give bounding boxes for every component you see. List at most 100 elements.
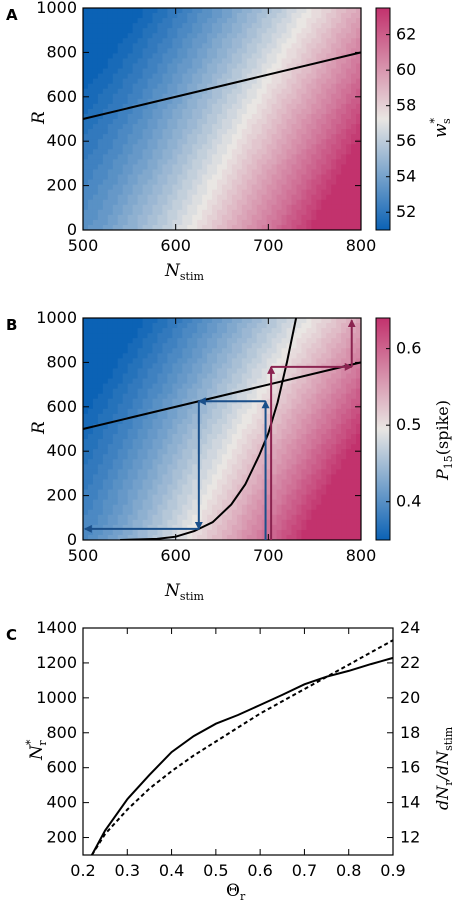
heatmap-cell <box>197 214 203 221</box>
heatmap-cell <box>296 194 303 201</box>
heatmap-cell <box>346 504 352 511</box>
heatmap-cell <box>102 358 109 365</box>
heatmap-cell <box>341 423 347 430</box>
heatmap-cell <box>187 429 193 435</box>
heatmap-cell <box>207 459 213 465</box>
heatmap-cell <box>241 378 248 385</box>
heatmap-cell <box>331 348 337 354</box>
heatmap-cell <box>87 169 94 176</box>
heatmap-cell <box>351 534 357 540</box>
heatmap-cell <box>351 13 357 19</box>
heatmap-cell <box>346 418 352 425</box>
heatmap-cell <box>117 214 124 221</box>
heatmap-cell <box>152 93 159 100</box>
heatmap-cell <box>212 53 218 60</box>
heatmap-cell <box>142 393 149 400</box>
heatmap-cell <box>291 524 298 531</box>
heatmap-cell <box>132 378 139 385</box>
heatmap-cell <box>92 139 99 145</box>
heatmap-cell <box>117 363 124 370</box>
heatmap-cell <box>147 489 154 496</box>
heatmap-cell <box>276 459 283 465</box>
heatmap-cell <box>271 469 278 476</box>
heatmap-cell <box>107 73 114 80</box>
heatmap-cell <box>97 403 104 410</box>
heatmap-cell <box>326 333 332 339</box>
heatmap-cell <box>102 418 109 425</box>
heatmap-cell <box>301 78 307 85</box>
heatmap-cell <box>316 318 322 324</box>
heatmap-cell <box>341 204 347 211</box>
heatmap-cell <box>271 63 278 70</box>
heatmap-cell <box>97 434 104 440</box>
x-tick-label: 700 <box>253 546 284 565</box>
heatmap-cell <box>152 149 159 155</box>
heatmap-cell <box>207 219 213 226</box>
heatmap-cell <box>236 88 243 95</box>
heatmap-cell <box>172 63 178 70</box>
heatmap-cell <box>182 129 188 135</box>
heatmap-cell <box>341 139 347 145</box>
heatmap-cell <box>162 194 168 201</box>
heatmap-cell <box>301 149 307 155</box>
heatmap-cell <box>356 108 361 115</box>
heatmap-cell <box>167 103 173 110</box>
heatmap-cell <box>231 418 238 425</box>
heatmap-cell <box>241 204 248 211</box>
heatmap-cell <box>346 449 352 455</box>
heatmap-cell <box>222 434 228 440</box>
heatmap-cell <box>276 124 283 130</box>
heatmap-cell <box>222 108 228 115</box>
heatmap-cell <box>157 13 164 19</box>
heatmap-cell <box>241 199 248 206</box>
heatmap-cell <box>241 323 248 329</box>
heatmap-cell <box>212 219 218 226</box>
heatmap-cell <box>266 78 273 85</box>
heatmap-cell <box>271 149 278 155</box>
heatmap-cell <box>296 144 303 150</box>
heatmap-cell <box>356 388 361 395</box>
heatmap-cell <box>197 93 203 100</box>
heatmap-cell <box>256 489 263 496</box>
heatmap-cell <box>217 489 223 496</box>
heatmap-cell <box>142 413 149 420</box>
heatmap-cell <box>301 393 307 400</box>
heatmap-cell <box>291 333 298 339</box>
heatmap-cell <box>316 373 322 380</box>
heatmap-cell <box>356 194 361 201</box>
heatmap-cell <box>231 328 238 334</box>
heatmap-cell <box>83 333 89 339</box>
heatmap-cell <box>162 454 168 460</box>
heatmap-cell <box>177 534 183 540</box>
heatmap-cell <box>157 93 164 100</box>
heatmap-cell <box>132 33 139 39</box>
heatmap-cell <box>306 169 312 176</box>
heatmap-cell <box>112 348 119 354</box>
heatmap-cell <box>311 529 317 536</box>
heatmap-cell <box>316 479 322 486</box>
heatmap-cell <box>102 119 109 125</box>
heatmap-cell <box>147 509 154 516</box>
heatmap-cell <box>147 174 154 181</box>
heatmap-cell <box>226 343 233 349</box>
heatmap-cell <box>356 124 361 130</box>
heatmap-cell <box>251 154 258 160</box>
heatmap-cell <box>192 18 198 24</box>
heatmap-cell <box>127 509 134 516</box>
heatmap-cell <box>306 199 312 206</box>
heatmap-cell <box>291 68 298 75</box>
heatmap-cell <box>217 484 223 491</box>
heatmap-cell <box>122 209 129 216</box>
heatmap-cell <box>276 358 283 365</box>
heatmap-cell <box>321 429 327 435</box>
heatmap-cell <box>222 423 228 430</box>
heatmap-cell <box>261 48 268 55</box>
heatmap-cell <box>97 199 104 206</box>
heatmap-cell <box>306 184 312 191</box>
heatmap-cell <box>83 13 89 19</box>
heatmap-cell <box>276 189 283 196</box>
heatmap-cell <box>87 373 94 380</box>
heatmap-cell <box>177 88 183 95</box>
heatmap-cell <box>346 378 352 385</box>
heatmap-cell <box>276 474 283 481</box>
